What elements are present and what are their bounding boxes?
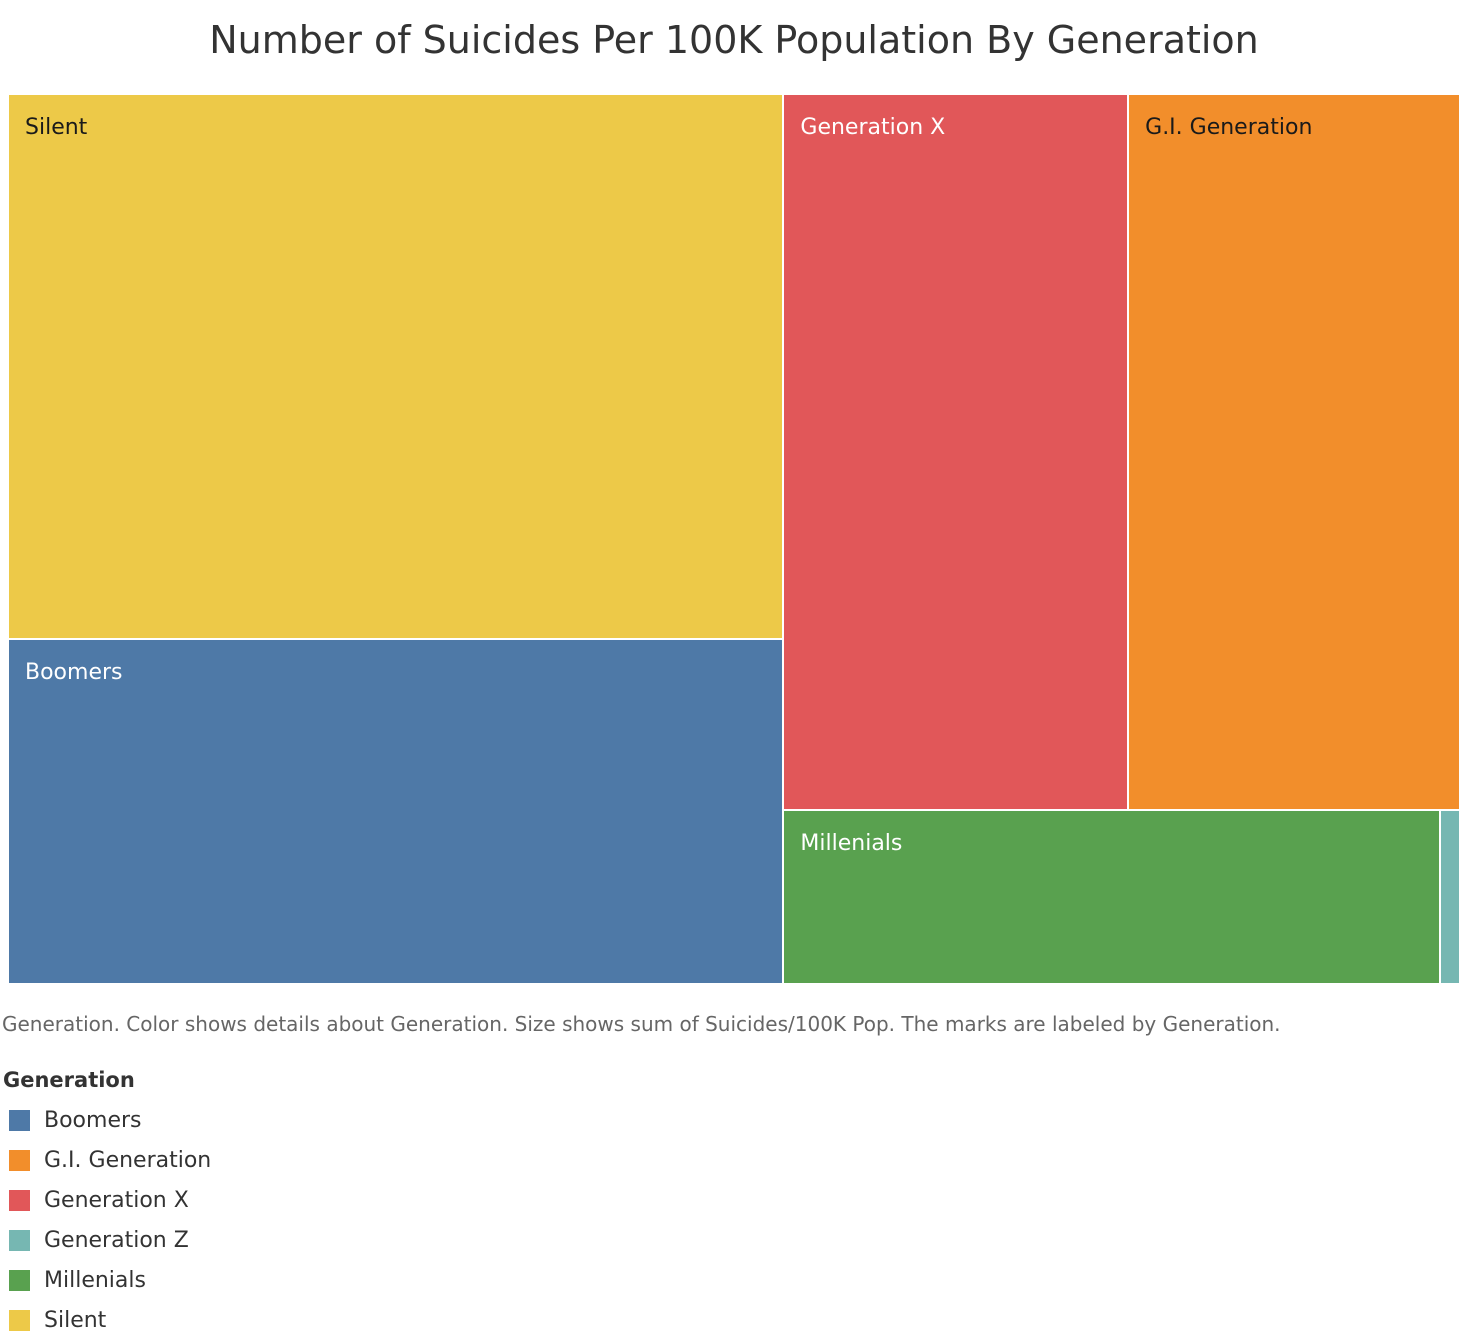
legend: Generation Boomers G.I. Generation Generat… — [3, 1068, 211, 1340]
legend-item-g-i-generation[interactable]: G.I. Generation — [3, 1132, 211, 1180]
treemap-tile-generation-z[interactable] — [1439, 809, 1460, 984]
legend-swatch — [9, 1229, 30, 1251]
tile-label-generation-x: Generation X — [800, 115, 946, 140]
legend-label: Generation X — [44, 1187, 189, 1213]
legend-label: Silent — [44, 1307, 107, 1333]
chart-caption: Generation. Color shows details about Ge… — [2, 1012, 1281, 1036]
legend-swatch — [9, 1149, 30, 1171]
legend-items: Boomers G.I. Generation Generation X Genera… — [3, 1092, 211, 1340]
tile-label-boomers: Boomers — [25, 660, 123, 686]
treemap-tile-generation-x[interactable]: Generation X — [783, 94, 1129, 810]
chart-title: Number of Suicides Per 100K Population B… — [209, 18, 1259, 62]
legend-title: Generation — [3, 1068, 135, 1092]
legend-item-millenials[interactable]: Millenials — [3, 1252, 211, 1300]
treemap-tile-boomers[interactable]: Boomers — [8, 639, 784, 984]
legend-label: G.I. Generation — [44, 1147, 212, 1173]
tile-label-silent: Silent — [25, 115, 88, 140]
legend-item-generation-z[interactable]: Generation Z — [3, 1212, 211, 1260]
legend-swatch — [9, 1269, 30, 1291]
treemap-tile-silent[interactable]: Silent — [8, 94, 784, 640]
legend-label: Millenials — [44, 1267, 146, 1293]
treemap: Silent Boomers Generation X G.I. Generation… — [8, 94, 1460, 984]
legend-swatch — [9, 1189, 30, 1211]
legend-item-generation-x[interactable]: Generation X — [3, 1172, 211, 1220]
legend-item-boomers[interactable]: Boomers — [3, 1092, 211, 1140]
tile-label-millenials: Millenials — [800, 830, 903, 856]
legend-label: Boomers — [44, 1107, 142, 1133]
tile-label-g-i-generation: G.I. Generation — [1145, 115, 1313, 140]
legend-swatch — [9, 1109, 30, 1131]
treemap-tile-millenials[interactable]: Millenials — [783, 809, 1440, 984]
legend-swatch — [9, 1309, 30, 1331]
legend-label: Generation Z — [44, 1227, 189, 1253]
legend-item-silent[interactable]: Silent — [3, 1292, 211, 1340]
treemap-tile-g-i-generation[interactable]: G.I. Generation — [1128, 94, 1460, 810]
